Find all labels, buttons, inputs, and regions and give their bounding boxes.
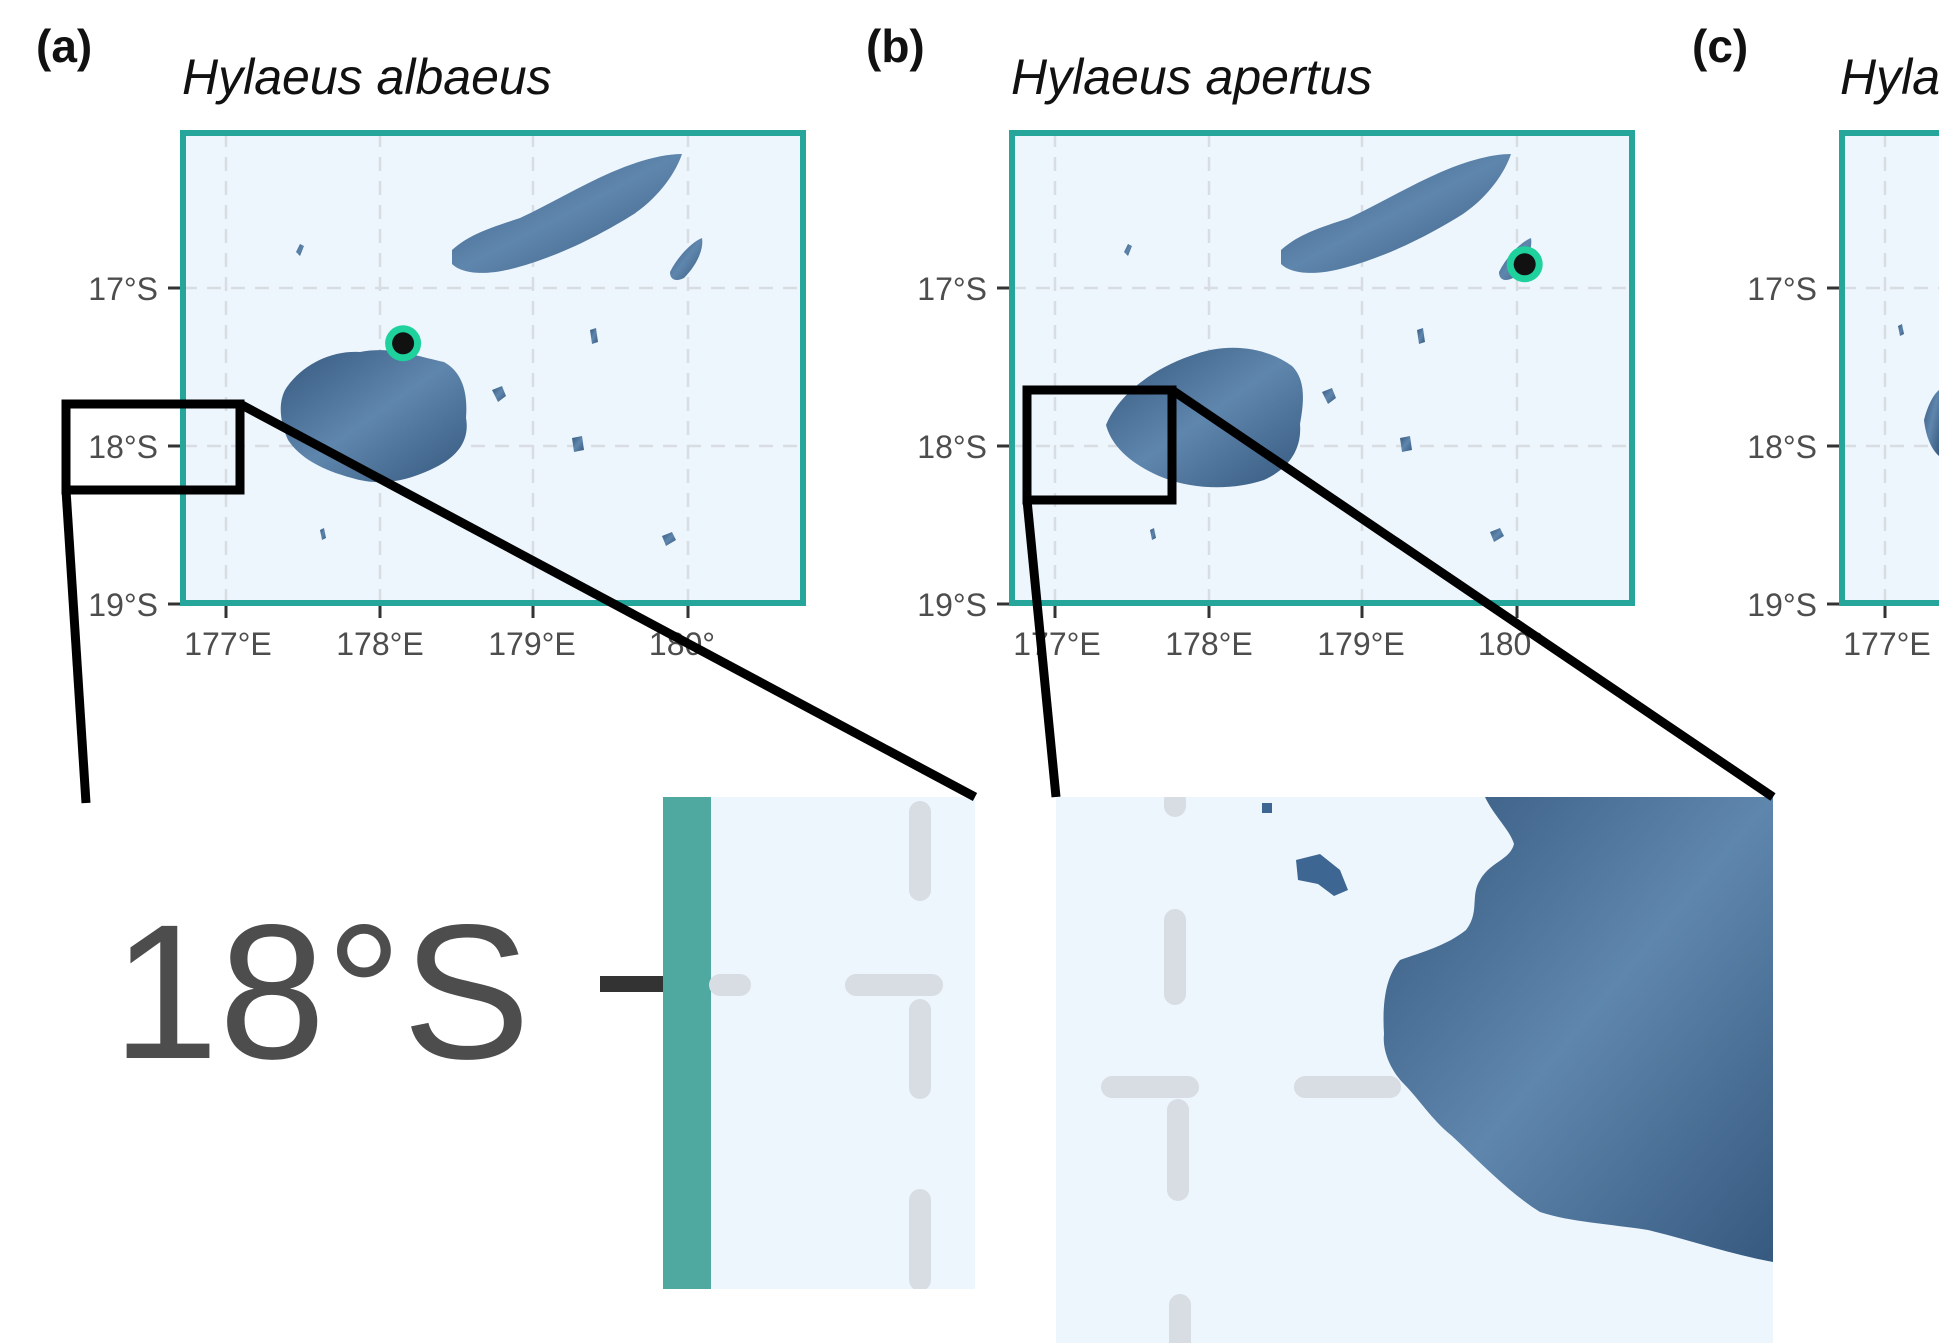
panel-a-taveuni xyxy=(670,238,703,280)
panel-b-islet-1 xyxy=(1417,328,1425,344)
callout-a-connector-left xyxy=(61,489,91,804)
panel-b-lat-tick-17: 17°S xyxy=(917,271,987,307)
panel-b-islet-5 xyxy=(1124,244,1132,256)
panel-b-islet-3 xyxy=(1400,436,1412,452)
panel-b-label: (b) xyxy=(866,20,925,72)
panel-a: (a) Hylaeus albaeus xyxy=(36,20,806,662)
panel-a-label: (a) xyxy=(36,20,92,72)
zoom-inset-frame-bar xyxy=(663,797,711,1289)
callout-a-connector-right xyxy=(237,400,978,801)
panel-a-islet-1 xyxy=(590,328,598,344)
panel-b: (b) Hylaeus apertus xyxy=(866,20,1635,662)
panel-a-lon-tick-178: 178°E xyxy=(336,626,424,662)
callout-a-box xyxy=(61,399,245,495)
panel-a-map-frame xyxy=(180,130,806,606)
panel-a-axis-ticks xyxy=(168,286,690,618)
panel-b-record-point xyxy=(1513,253,1536,276)
zoom-inset-coast-land xyxy=(1383,797,1773,1262)
panel-c-map-background xyxy=(1842,133,1939,603)
panel-c-land xyxy=(1898,324,1939,456)
panel-a-islet-6 xyxy=(320,528,326,540)
panel-c-lat-tick-18: 18°S xyxy=(1747,429,1817,465)
panel-c-species-title: Hyla xyxy=(1840,49,1939,105)
panel-a-lon-tick-177: 177°E xyxy=(184,626,272,662)
callout-a xyxy=(61,399,978,804)
panel-b-gridlines xyxy=(1012,133,1632,603)
panel-a-islet-2 xyxy=(492,386,506,402)
panel-a-record xyxy=(385,325,422,362)
panel-b-axis-ticks xyxy=(997,286,1519,618)
panel-c-lat-tick-17: 17°S xyxy=(1747,271,1817,307)
panel-b-map-content xyxy=(1012,133,1632,603)
callout-b xyxy=(1022,385,1776,801)
panel-b-map-background xyxy=(1012,133,1632,603)
panel-a-lat-tick-19: 19°S xyxy=(88,587,158,623)
panel-b-vanua-levu xyxy=(1281,154,1511,273)
zoom-inset-coast-gridlines xyxy=(1101,797,1401,1343)
panel-a-lat-tick-17: 17°S xyxy=(88,271,158,307)
panel-a-record-point xyxy=(392,332,415,355)
panel-a-map-background xyxy=(183,133,803,603)
panel-c: (c) Hyla 17°S 18°S 19°S 177°E xyxy=(1692,20,1939,662)
panel-a-islet-5 xyxy=(296,244,304,256)
panel-a-vanua-levu xyxy=(452,154,682,273)
zoom-inset-axis: 18°S xyxy=(112,797,975,1289)
zoom-inset-coast xyxy=(1056,797,1773,1343)
panel-b-lat-tick-18: 18°S xyxy=(917,429,987,465)
panel-b-lon-tick-179: 179°E xyxy=(1317,626,1405,662)
panel-c-lat-tick-19: 19°S xyxy=(1747,587,1817,623)
panel-a-islet-3 xyxy=(572,436,584,452)
panel-a-lon-tick-179: 179°E xyxy=(488,626,576,662)
panel-c-islet-1 xyxy=(1898,324,1904,336)
panel-a-gridlines xyxy=(183,133,803,603)
panel-a-lat-tick-18: 18°S xyxy=(88,429,158,465)
zoom-inset-axis-label: 18°S xyxy=(112,884,530,1099)
panel-b-islet-2 xyxy=(1322,388,1336,404)
panel-b-species-title: Hylaeus apertus xyxy=(1011,49,1372,105)
panel-c-gridlines xyxy=(1842,133,1939,603)
zoom-inset-coast-content xyxy=(1101,797,1773,1343)
panel-c-map-content xyxy=(1842,133,1939,603)
panel-b-lon-tick-177: 177°E xyxy=(1013,626,1101,662)
panel-c-label: (c) xyxy=(1692,20,1748,72)
panel-c-axis-ticks xyxy=(1827,286,1887,618)
panel-b-islet-4 xyxy=(1490,528,1504,542)
panel-b-lon-tick-178: 178°E xyxy=(1165,626,1253,662)
callout-b-connector-left xyxy=(1022,499,1061,798)
callout-b-connector-right xyxy=(1169,386,1776,801)
zoom-inset-coast-islet xyxy=(1296,854,1348,896)
zoom-inset-ocean xyxy=(711,797,975,1289)
panel-b-record xyxy=(1506,246,1543,283)
panel-b-viti-levu xyxy=(1106,347,1303,488)
panel-b-islet-6 xyxy=(1150,528,1156,540)
panel-b-lat-tick-19: 19°S xyxy=(917,587,987,623)
callout-b-box xyxy=(1022,385,1177,505)
panel-c-viti-levu-edge xyxy=(1924,390,1939,456)
zoom-inset-gridlines xyxy=(709,801,943,1289)
zoom-inset-coast-rock xyxy=(1262,803,1272,813)
panel-c-map-frame xyxy=(1839,130,1939,606)
panel-c-lon-tick-177: 177°E xyxy=(1843,626,1931,662)
panel-a-species-title: Hylaeus albaeus xyxy=(182,49,552,105)
panel-a-islet-4 xyxy=(662,532,676,546)
panel-b-map-frame xyxy=(1009,130,1635,606)
